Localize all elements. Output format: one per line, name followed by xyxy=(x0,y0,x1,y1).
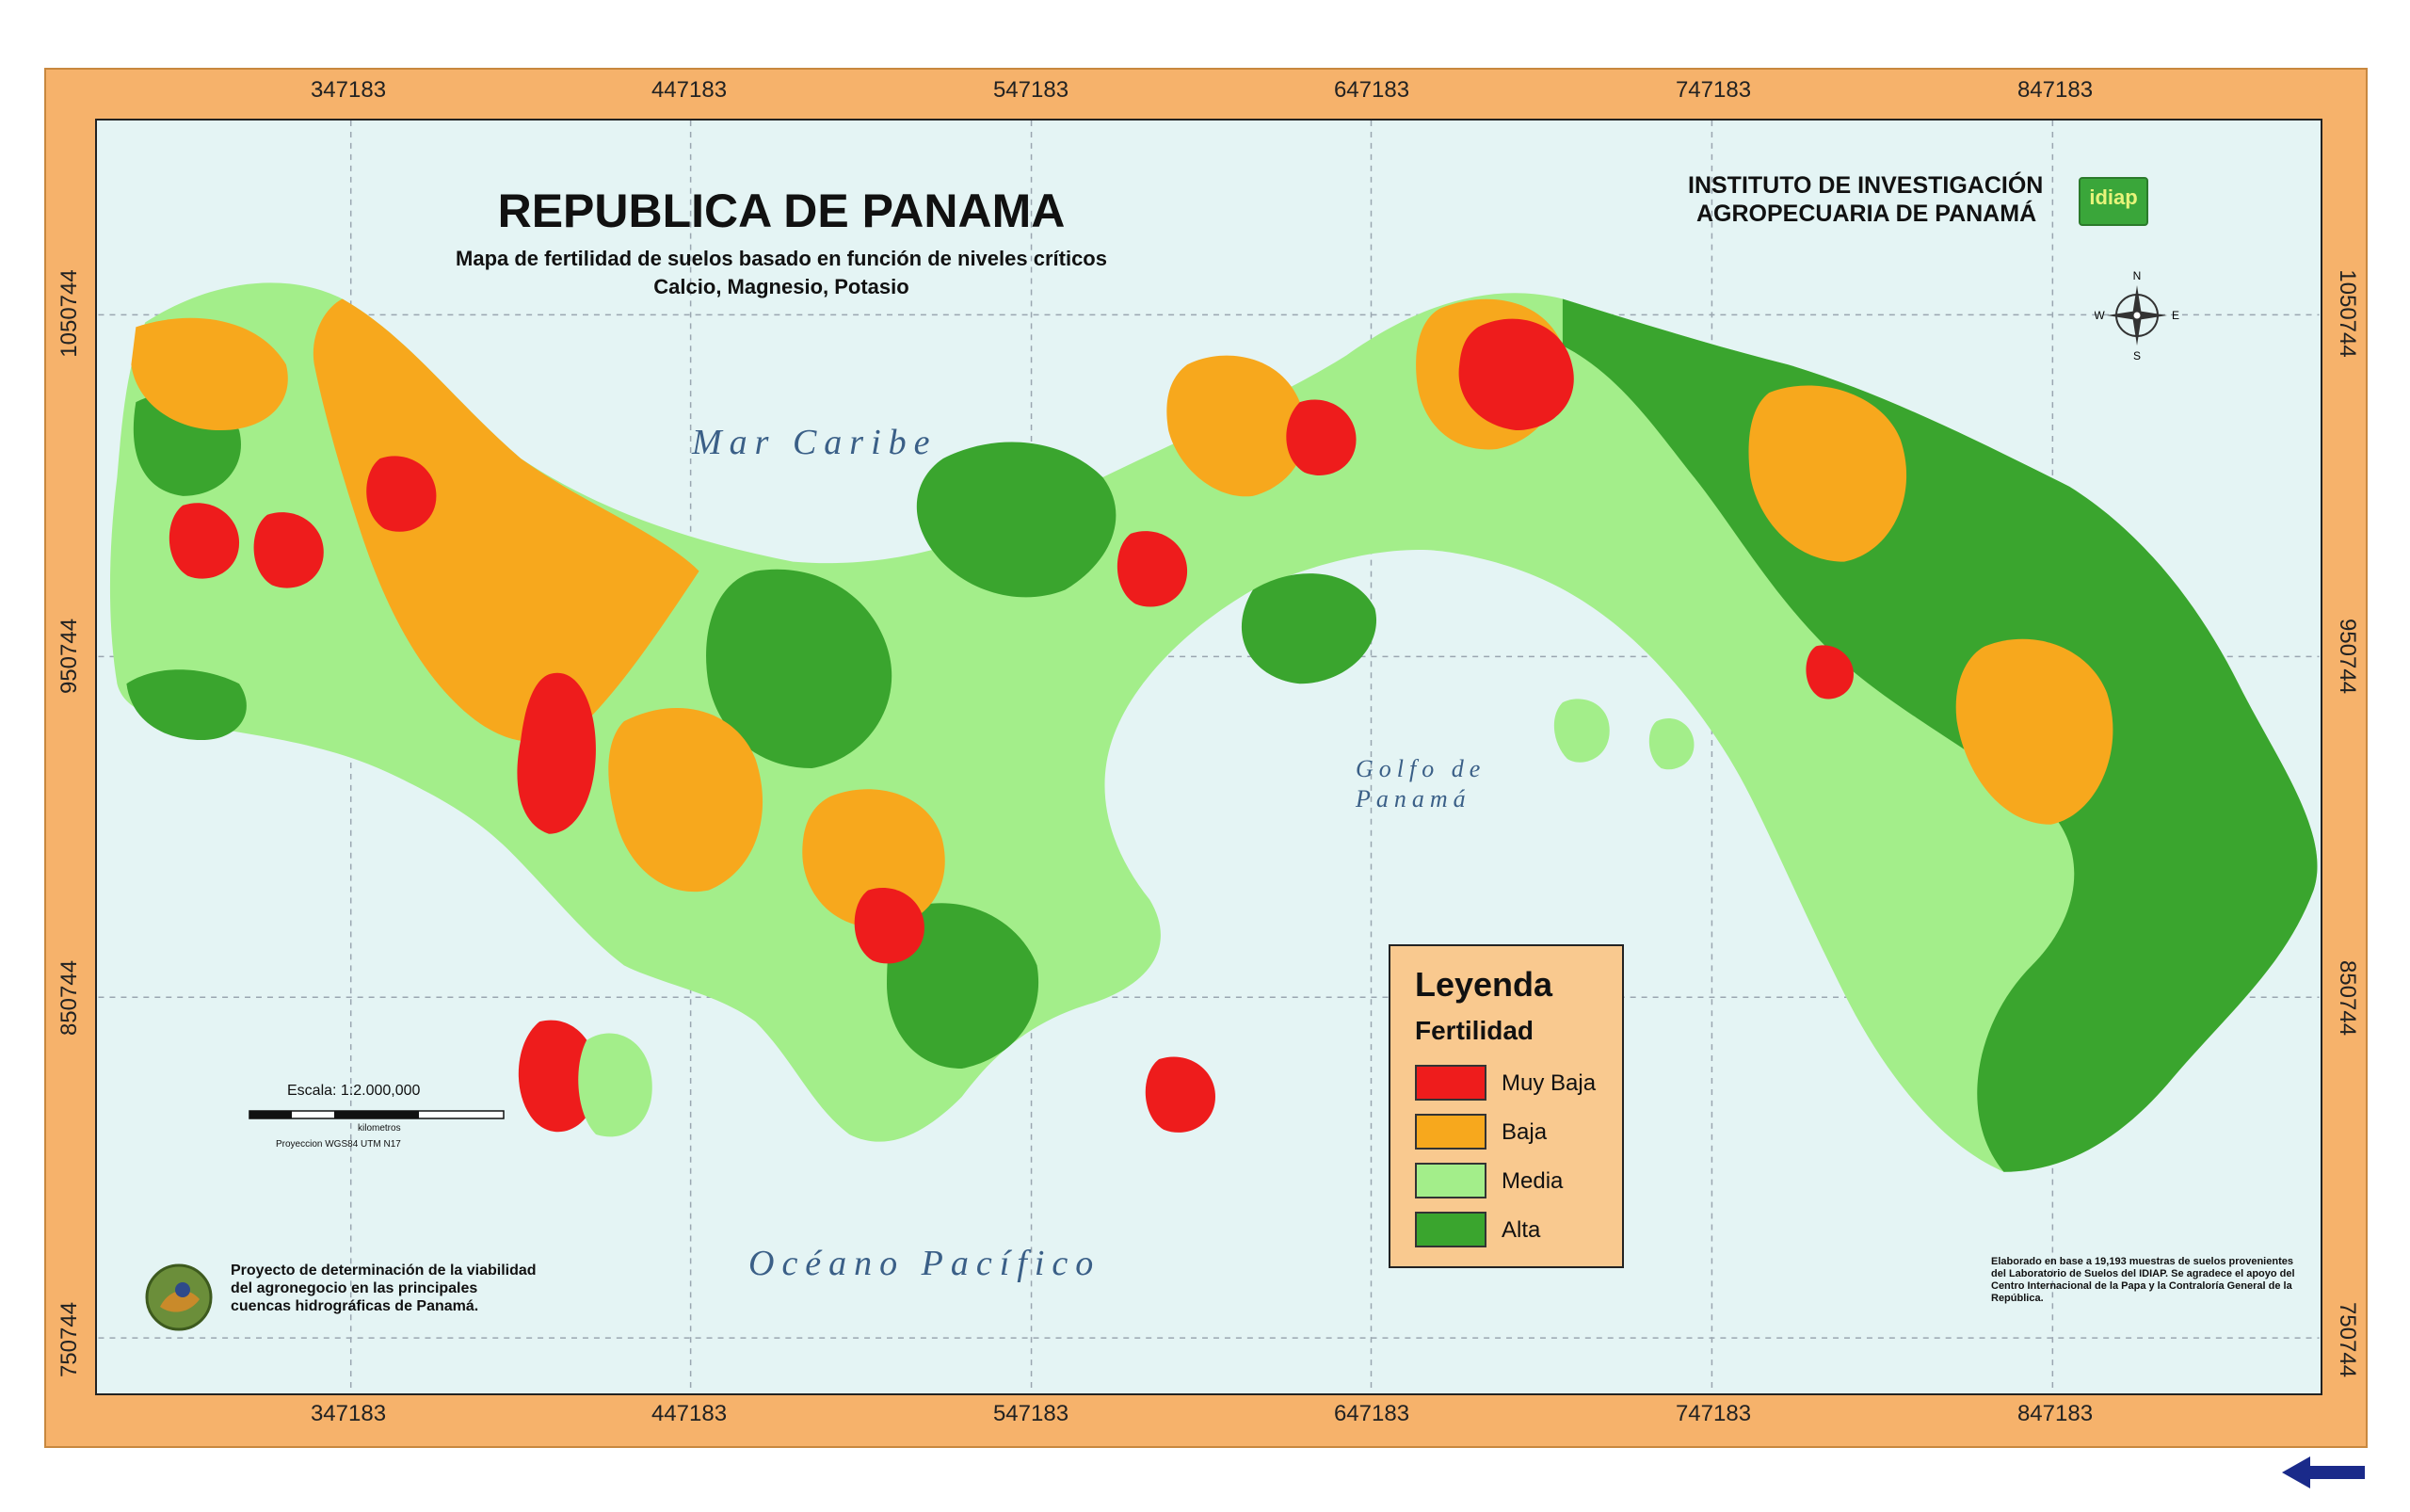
legend-item: Muy Baja xyxy=(1415,1065,1613,1102)
back-arrow-icon[interactable] xyxy=(2278,1453,2369,1492)
legend-swatch xyxy=(1415,1212,1486,1247)
y-tick-left: 850744 xyxy=(56,959,82,1037)
legend-label: Muy Baja xyxy=(1502,1070,1597,1096)
y-tick-right: 1050744 xyxy=(2335,269,2360,358)
compass-south: S xyxy=(2133,349,2141,362)
x-tick-bottom: 547183 xyxy=(992,1401,1069,1426)
compass-west: W xyxy=(2095,309,2105,322)
scale-label: Escala: 1:2.000,000 xyxy=(287,1083,421,1099)
project-logo-icon xyxy=(145,1263,213,1331)
legend-label: Alta xyxy=(1502,1217,1541,1243)
institute-name: INSTITUTO DE INVESTIGACIÓN xyxy=(1688,172,2044,199)
idiap-logo: idiap xyxy=(2079,177,2148,226)
map-area[interactable] xyxy=(95,119,2322,1395)
legend-swatch xyxy=(1415,1065,1486,1101)
legend-swatch xyxy=(1415,1163,1486,1198)
project-description: Proyecto de determinación de la viabilid… xyxy=(231,1263,537,1314)
legend-item: Baja xyxy=(1415,1114,1613,1151)
legend-item: Media xyxy=(1415,1163,1613,1200)
map-subtitle: Mapa de fertilidad de suelos basado en f… xyxy=(456,247,1107,270)
x-tick-top: 547183 xyxy=(992,77,1069,103)
x-tick-bottom: 847183 xyxy=(2016,1401,2094,1426)
legend-title: Leyenda xyxy=(1415,965,1553,1004)
x-tick-top: 747183 xyxy=(1675,77,1752,103)
scale-bar xyxy=(249,1110,505,1119)
panama-landmass xyxy=(109,282,2318,1172)
compass-east: E xyxy=(2172,309,2179,322)
x-tick-top: 847183 xyxy=(2016,77,2094,103)
credit-note: Elaborado en base a 19,193 muestras de s… xyxy=(1991,1256,2295,1304)
x-tick-bottom: 447183 xyxy=(651,1401,728,1426)
x-tick-top: 347183 xyxy=(310,77,387,103)
map-graphic xyxy=(98,121,2320,1393)
y-tick-right: 750744 xyxy=(2335,1301,2360,1378)
legend-subtitle: Fertilidad xyxy=(1415,1016,1534,1045)
x-tick-top: 447183 xyxy=(651,77,728,103)
compass-rose-icon: N S E W xyxy=(2095,269,2179,362)
y-tick-left: 1050744 xyxy=(56,269,82,358)
legend: Leyenda Fertilidad Muy Baja Baja Media A… xyxy=(1389,944,1624,1268)
sea-label-caribbean: Mar Caribe xyxy=(692,423,938,462)
x-tick-top: 647183 xyxy=(1333,77,1410,103)
gulf-label: Panamá xyxy=(1356,785,1471,812)
map-title: REPUBLICA DE PANAMA xyxy=(497,185,1066,237)
legend-label: Baja xyxy=(1502,1119,1548,1145)
y-tick-left: 950744 xyxy=(56,618,82,695)
institute-name: AGROPECUARIA DE PANAMÁ xyxy=(1696,201,2037,227)
y-tick-right: 850744 xyxy=(2335,959,2360,1037)
y-tick-right: 950744 xyxy=(2335,618,2360,695)
y-tick-left: 750744 xyxy=(56,1301,82,1378)
sea-label-pacific: Océano Pacífico xyxy=(748,1244,1101,1283)
legend-swatch xyxy=(1415,1114,1486,1150)
x-tick-bottom: 347183 xyxy=(310,1401,387,1426)
x-tick-bottom: 647183 xyxy=(1333,1401,1410,1426)
legend-item: Alta xyxy=(1415,1212,1613,1249)
scale-units: kilometros xyxy=(358,1123,401,1134)
legend-label: Media xyxy=(1502,1168,1564,1194)
gulf-label: Golfo de xyxy=(1356,755,1486,782)
scale-projection: Proyeccion WGS84 UTM N17 xyxy=(276,1139,401,1150)
compass-north: N xyxy=(2133,269,2142,282)
x-tick-bottom: 747183 xyxy=(1675,1401,1752,1426)
map-subtitle: Calcio, Magnesio, Potasio xyxy=(653,275,909,298)
